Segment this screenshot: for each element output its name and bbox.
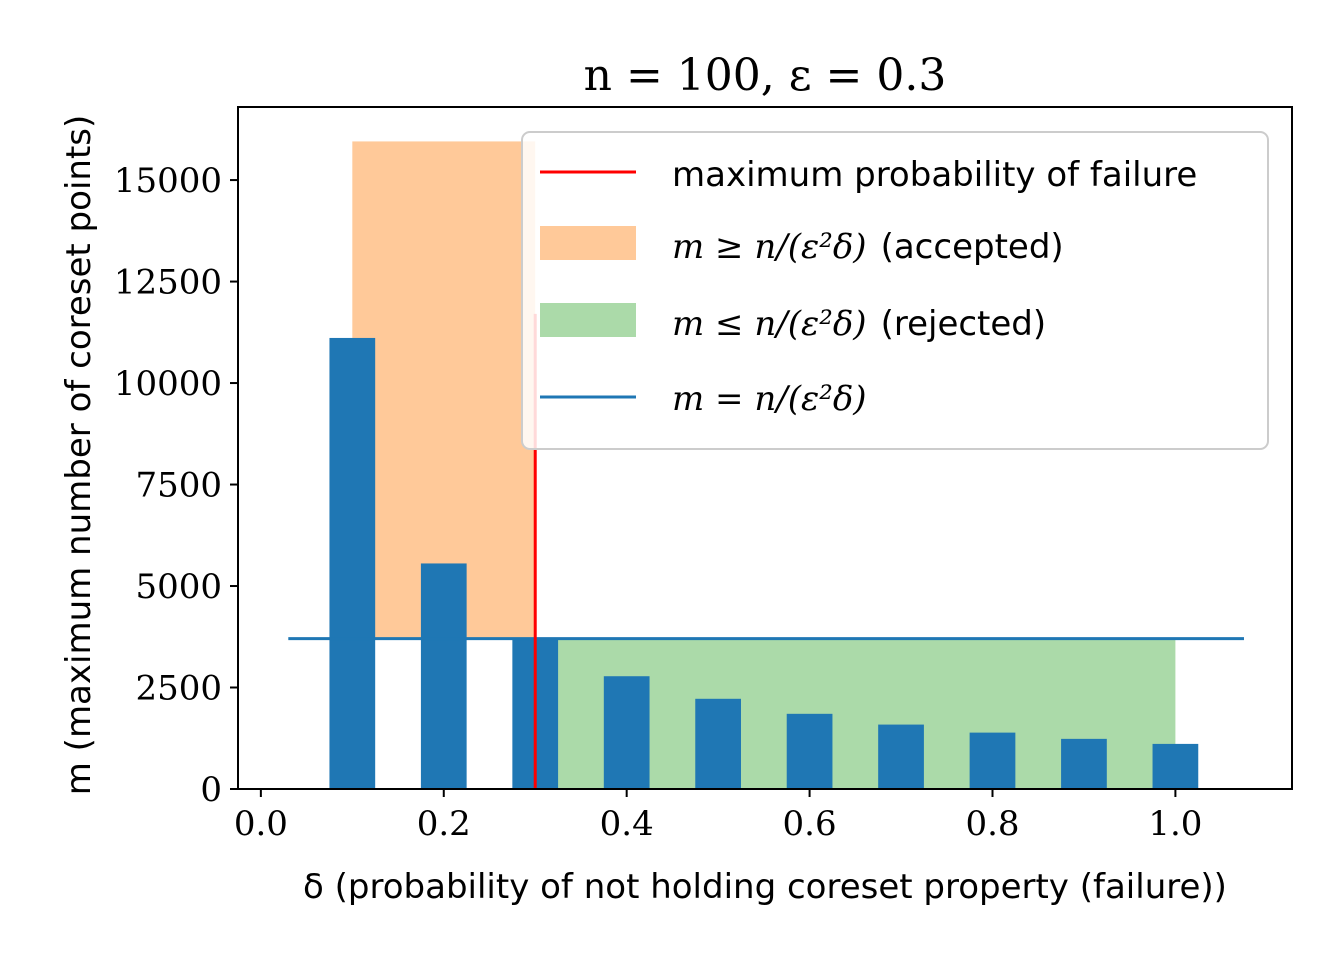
y-tick-label: 0 bbox=[200, 770, 222, 810]
legend-label-rejected: m ≤ n/(ε²δ) (rejected) bbox=[672, 304, 1046, 344]
legend-box bbox=[521, 131, 1269, 450]
legend-rejected-text: (rejected) bbox=[881, 304, 1047, 344]
x-tick-label: 1.0 bbox=[1148, 804, 1202, 844]
legend-accepted-swatch bbox=[540, 226, 636, 260]
x-axis-label: δ (probability of not holding coreset pr… bbox=[303, 867, 1227, 907]
accepted-region bbox=[352, 141, 536, 639]
legend-accepted-math: m ≥ n/(ε²δ) bbox=[672, 227, 867, 267]
legend-label-max-failure: maximum probability of failure bbox=[672, 155, 1197, 195]
y-tick-label: 7500 bbox=[135, 466, 222, 506]
x-tick-label: 0.0 bbox=[234, 804, 288, 844]
bar-delta-0.7 bbox=[878, 724, 924, 789]
y-tick-label: 10000 bbox=[114, 364, 222, 404]
y-axis-label: m (maximum number of coreset points) bbox=[59, 115, 99, 796]
x-tick-label: 0.8 bbox=[965, 804, 1019, 844]
chart-title: n = 100, ε = 0.3 bbox=[584, 50, 947, 101]
legend-rejected-math: m ≤ n/(ε²δ) bbox=[672, 304, 867, 344]
bar-delta-0.8 bbox=[969, 732, 1016, 789]
x-tick-label: 0.4 bbox=[600, 804, 654, 844]
y-tick-label: 5000 bbox=[135, 567, 222, 607]
bar-delta-0.6 bbox=[786, 713, 833, 789]
x-axis-ticks: 0.0 0.2 0.4 0.6 0.8 1.0 bbox=[234, 789, 1202, 844]
legend-label-threshold: m = n/(ε²δ) bbox=[672, 379, 867, 419]
plot-frame bbox=[237, 106, 1293, 790]
y-tick-label: 2500 bbox=[135, 669, 222, 709]
legend: maximum probability of failure m ≥ n/(ε²… bbox=[521, 131, 1269, 450]
legend-threshold-math: m = n/(ε²δ) bbox=[672, 379, 867, 419]
bar-delta-0.2 bbox=[420, 563, 467, 789]
shaded-regions bbox=[352, 141, 1176, 789]
legend-label-accepted: m ≥ n/(ε²δ) (accepted) bbox=[672, 227, 1064, 267]
bar-delta-0.5 bbox=[695, 698, 741, 789]
bar-delta-0.1 bbox=[329, 337, 376, 789]
bar-delta-1.0 bbox=[1152, 743, 1199, 789]
legend-accepted-text: (accepted) bbox=[881, 227, 1064, 267]
y-tick-label: 15000 bbox=[114, 161, 222, 201]
bar-delta-0.4 bbox=[603, 676, 650, 789]
y-tick-label: 12500 bbox=[114, 263, 222, 303]
legend-rejected-swatch bbox=[540, 303, 636, 337]
x-tick-label: 0.2 bbox=[417, 804, 471, 844]
y-axis-ticks: 0 2500 5000 7500 10000 12500 15000 bbox=[114, 161, 238, 810]
bar-delta-0.9 bbox=[1061, 738, 1107, 789]
x-tick-label: 0.6 bbox=[783, 804, 837, 844]
